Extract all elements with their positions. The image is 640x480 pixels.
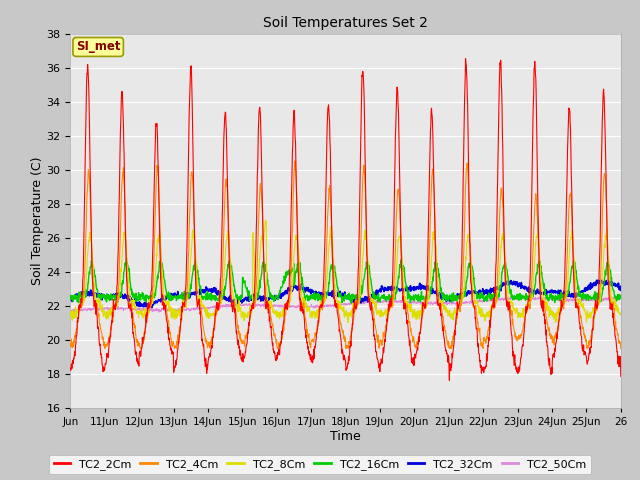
Title: Soil Temperatures Set 2: Soil Temperatures Set 2 (263, 16, 428, 30)
Legend: TC2_2Cm, TC2_4Cm, TC2_8Cm, TC2_16Cm, TC2_32Cm, TC2_50Cm: TC2_2Cm, TC2_4Cm, TC2_8Cm, TC2_16Cm, TC2… (49, 455, 591, 474)
X-axis label: Time: Time (330, 430, 361, 443)
Text: SI_met: SI_met (76, 40, 120, 53)
Y-axis label: Soil Temperature (C): Soil Temperature (C) (31, 156, 44, 285)
